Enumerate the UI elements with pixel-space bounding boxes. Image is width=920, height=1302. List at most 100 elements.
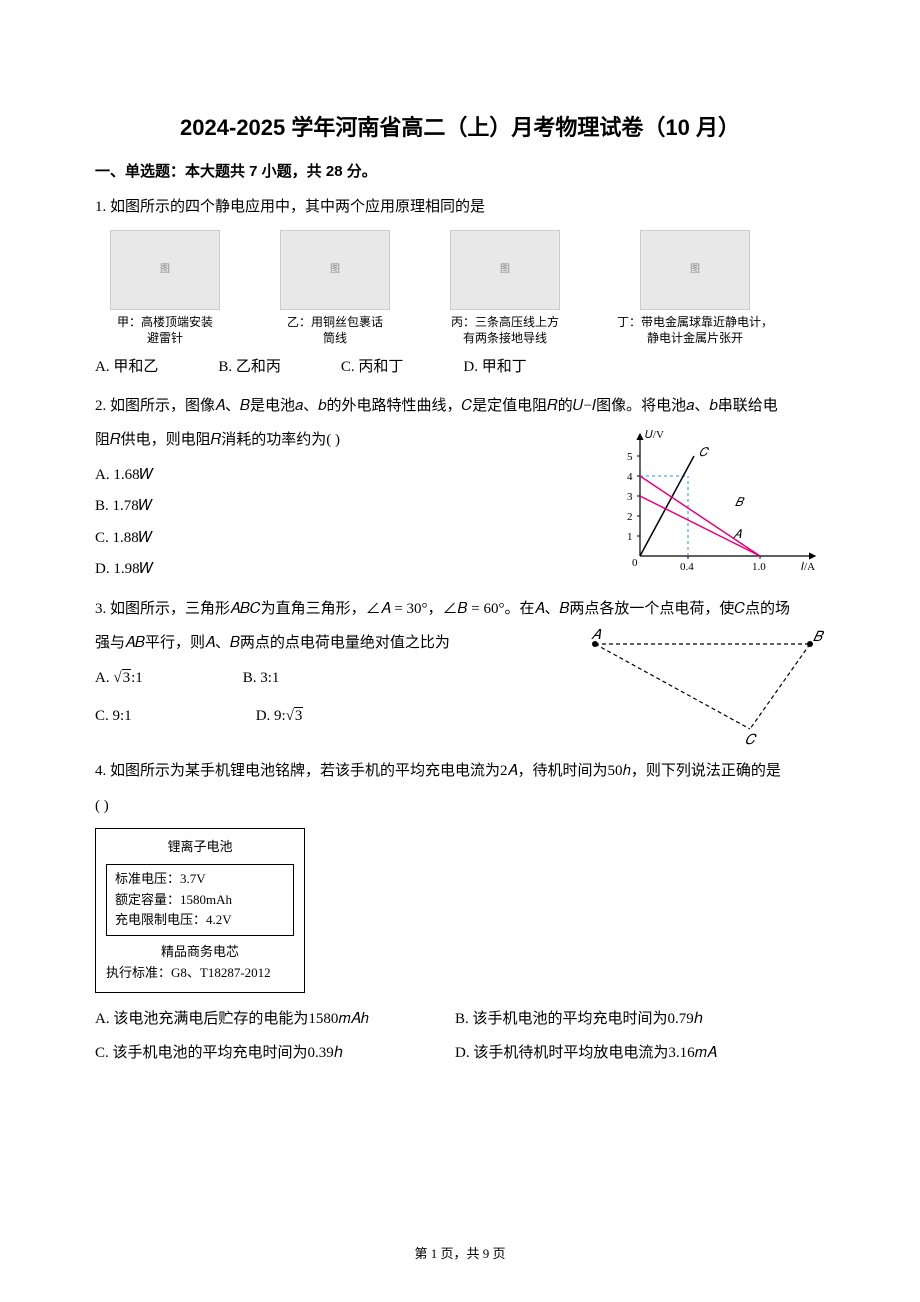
svg-text:3: 3	[627, 491, 633, 503]
line-B	[640, 476, 760, 556]
section-header: 一、单选题：本大题共 7 小题，共 28 分。	[95, 160, 825, 181]
ylabel: 𝑈/V	[645, 429, 664, 441]
question-4: 4. 如图所示为某手机锂电池铭牌，若该手机的平均充电电流为2𝐴，待机时间为50ℎ…	[95, 757, 825, 1074]
label-C: 𝐶	[699, 445, 710, 459]
q2-body1: 如图所示，图像𝐴、𝐵是电池𝑎、𝑏的外电路特性曲线，𝐶是定值电阻𝑅的𝑈−𝐼图像。将…	[110, 398, 778, 414]
q1-optA: A. 甲和乙	[95, 353, 158, 382]
q4-optB: B. 该手机电池的平均充电时间为0.79ℎ	[455, 1005, 775, 1034]
q1-cap4b: 静电计金属片张开	[647, 331, 743, 345]
lightning-rod-image: 图	[110, 230, 220, 310]
svg-text:1.0: 1.0	[752, 561, 766, 573]
battery-line3: 充电限制电压：4.2V	[115, 910, 285, 931]
battery-line2: 额定容量：1580mAh	[115, 890, 285, 911]
battery-title: 锂离子电池	[106, 837, 294, 858]
q1-cap3a: 丙：三条高压线上方	[451, 315, 559, 329]
copper-wire-image: 图	[280, 230, 390, 310]
q4-optA: A. 该电池充满电后贮存的电能为1580𝑚𝐴ℎ	[95, 1005, 415, 1034]
q4-optD: D. 该手机待机时平均放电电流为3.16𝑚𝐴	[455, 1039, 775, 1068]
q3-line1: 3. 如图所示，三角形𝐴𝐵𝐶为直角三角形，∠𝐴 = 30°，∠𝐵 = 60°。在…	[95, 595, 825, 624]
q1-images: 图 甲：高楼顶端安装 避雷针 图 乙：用铜丝包裹话 筒线 图 丙：三条高压线上方…	[95, 230, 825, 348]
origin-label: 0	[632, 557, 638, 569]
q4-num: 4.	[95, 763, 106, 779]
svg-text:1: 1	[627, 531, 633, 543]
page-footer: 第 1 页，共 9 页	[0, 1243, 920, 1262]
battery-sub: 精品商务电芯	[106, 942, 294, 963]
q3-optA-sqrt: 3	[122, 669, 132, 686]
q2-options: A. 1.68𝑊 B. 1.78𝑊 C. 1.88𝑊 D. 1.98𝑊	[95, 461, 605, 584]
q1-cap2b: 筒线	[323, 331, 347, 345]
q1-cap2: 乙：用铜丝包裹话 筒线	[287, 314, 383, 348]
q1-img-4: 图 丁：带电金属球靠近静电计， 静电计金属片张开	[605, 230, 785, 348]
q1-cap1a: 甲：高楼顶端安装	[117, 315, 213, 329]
q1-cap1: 甲：高楼顶端安装 避雷针	[117, 314, 213, 348]
xticks: 0.4 1.0	[680, 556, 766, 573]
q3-line2: 强与𝐴𝐵平行，则𝐴、𝐵两点的点电荷电量绝对值之比为	[95, 629, 585, 658]
svg-text:2: 2	[627, 511, 633, 523]
q4-line1: 4. 如图所示为某手机锂电池铭牌，若该手机的平均充电电流为2𝐴，待机时间为50ℎ…	[95, 757, 825, 786]
label-A: 𝐴	[733, 527, 742, 541]
q1-body: 如图所示的四个静电应用中，其中两个应用原理相同的是	[110, 199, 485, 215]
q1-cap1b: 避雷针	[147, 331, 183, 345]
node-C-label: 𝐶	[745, 733, 758, 748]
q1-img-2: 图 乙：用铜丝包裹话 筒线	[265, 230, 405, 348]
question-1: 1. 如图所示的四个静电应用中，其中两个应用原理相同的是 图 甲：高楼顶端安装 …	[95, 193, 825, 382]
q1-optC: C. 丙和丁	[341, 353, 404, 382]
q1-img-1: 图 甲：高楼顶端安装 避雷针	[95, 230, 235, 348]
q1-options: A. 甲和乙 B. 乙和丙 C. 丙和丁 D. 甲和丁	[95, 353, 825, 382]
q2-optA: A. 1.68𝑊	[95, 461, 605, 490]
question-2: 2. 如图所示，图像𝐴、𝐵是电池𝑎、𝑏的外电路特性曲线，𝐶是定值电阻𝑅的𝑈−𝐼图…	[95, 392, 825, 587]
q3-triangle: 𝐴 𝐵 𝐶	[585, 629, 825, 749]
q3-options-row1: A. √3:1 B. 3:1	[95, 664, 585, 693]
q1-cap3: 丙：三条高压线上方 有两条接地导线	[451, 314, 559, 348]
battery-line1: 标准电压：3.7V	[115, 869, 285, 890]
q1-img-3: 图 丙：三条高压线上方 有两条接地导线	[435, 230, 575, 348]
q1-num: 1.	[95, 199, 106, 215]
q2-optC: C. 1.88𝑊	[95, 524, 605, 553]
battery-std: 执行标准：G8、T18287-2012	[106, 963, 294, 984]
q1-cap4a: 丁：带电金属球靠近静电计，	[617, 315, 773, 329]
q2-optB: B. 1.78𝑊	[95, 492, 605, 521]
q1-cap3b: 有两条接地导线	[463, 331, 547, 345]
q1-text: 1. 如图所示的四个静电应用中，其中两个应用原理相同的是	[95, 193, 825, 222]
q1-cap4: 丁：带电金属球靠近静电计， 静电计金属片张开	[617, 314, 773, 348]
q1-optD: D. 甲和丁	[463, 353, 526, 382]
svg-text:0.4: 0.4	[680, 561, 694, 573]
q3-optA: A. √3:1	[95, 664, 143, 693]
q4-options: A. 该电池充满电后贮存的电能为1580𝑚𝐴ℎ B. 该手机电池的平均充电时间为…	[95, 1005, 825, 1074]
node-A-label: 𝐴	[591, 629, 602, 643]
q3-optA-pre: A.	[95, 670, 113, 686]
question-3: 3. 如图所示，三角形𝐴𝐵𝐶为直角三角形，∠𝐴 = 30°，∠𝐵 = 60°。在…	[95, 595, 825, 750]
battery-nameplate: 锂离子电池 标准电压：3.7V 额定容量：1580mAh 充电限制电压：4.2V…	[95, 828, 305, 993]
q2-ui-graph: 𝑈/V 𝐼/A 0 1 2 3 4 5 0.4 1.0 𝐶	[605, 426, 825, 576]
q3-optC: C. 9:1	[95, 702, 132, 731]
q3-optD-sqrt: 3	[294, 707, 304, 724]
xlabel: 𝐼/A	[801, 561, 815, 573]
q2-line1: 2. 如图所示，图像𝐴、𝐵是电池𝑎、𝑏的外电路特性曲线，𝐶是定值电阻𝑅的𝑈−𝐼图…	[95, 392, 825, 421]
q3-num: 3.	[95, 601, 106, 617]
label-B: 𝐵	[735, 495, 745, 509]
q3-optD-pre: D. 9:	[256, 708, 286, 724]
electroscope-image: 图	[640, 230, 750, 310]
svg-text:4: 4	[627, 471, 633, 483]
svg-text:5: 5	[627, 451, 633, 463]
q3-optB: B. 3:1	[243, 664, 280, 693]
edge-AC	[595, 644, 750, 729]
q3-optA-post: :1	[131, 670, 143, 686]
powerline-image: 图	[450, 230, 560, 310]
q3-body1: 如图所示，三角形𝐴𝐵𝐶为直角三角形，∠𝐴 = 30°，∠𝐵 = 60°。在𝐴、𝐵…	[110, 601, 790, 617]
battery-inner: 标准电压：3.7V 额定容量：1580mAh 充电限制电压：4.2V	[106, 864, 294, 936]
q3-optD: D. 9:√3	[256, 702, 304, 731]
q2-line2: 阻𝑅供电，则电阻𝑅消耗的功率约为( )	[95, 426, 605, 455]
q2-optD: D. 1.98𝑊	[95, 555, 605, 584]
edge-BC	[750, 644, 810, 729]
q2-num: 2.	[95, 398, 106, 414]
q1-cap2a: 乙：用铜丝包裹话	[287, 315, 383, 329]
q4-optC: C. 该手机电池的平均充电时间为0.39ℎ	[95, 1039, 415, 1068]
q3-options-row2: C. 9:1 D. 9:√3	[95, 702, 585, 731]
q4-line2: ( )	[95, 792, 825, 821]
page-title: 2024-2025 学年河南省高二（上）月考物理试卷（10 月）	[95, 110, 825, 142]
node-B-label: 𝐵	[813, 630, 825, 645]
yticks: 1 2 3 4 5	[627, 451, 640, 543]
q4-body1: 如图所示为某手机锂电池铭牌，若该手机的平均充电电流为2𝐴，待机时间为50ℎ，则下…	[110, 763, 781, 779]
q1-optB: B. 乙和丙	[218, 353, 281, 382]
